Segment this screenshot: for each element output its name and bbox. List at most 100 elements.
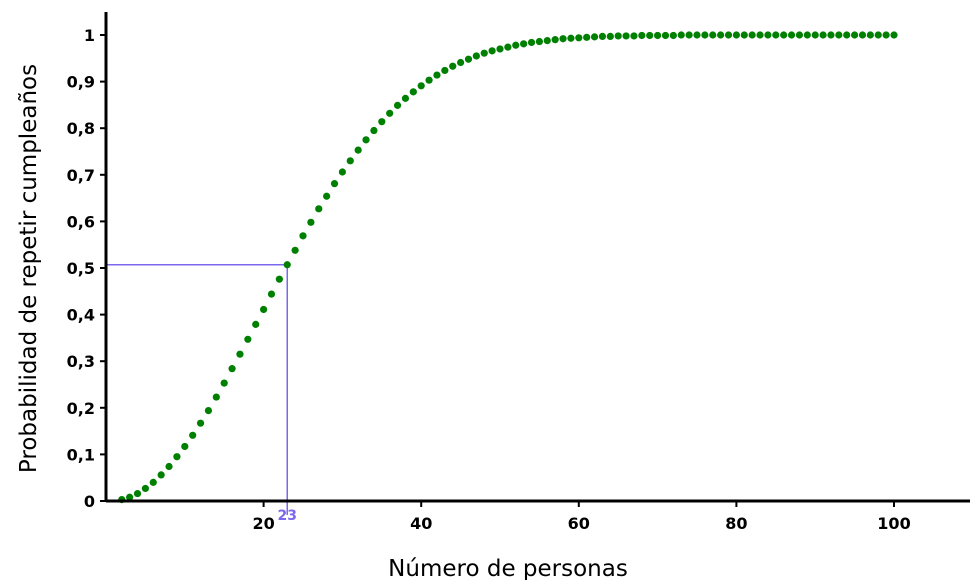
data-point — [811, 31, 819, 39]
data-point — [614, 32, 622, 40]
data-point — [260, 305, 268, 314]
data-point — [346, 157, 354, 165]
data-point — [370, 126, 378, 135]
data-point — [835, 31, 843, 39]
y-ticks: 0 0,1 0,2 0,3 0,4 0,5 0,6 0,7 0,8 0,9 1 — [67, 26, 106, 511]
data-point — [267, 290, 276, 298]
y-tick-label: 0,1 — [67, 445, 95, 464]
y-tick-label: 0,7 — [67, 166, 95, 185]
data-point — [464, 55, 473, 63]
data-point — [764, 31, 772, 39]
data-point — [819, 31, 827, 39]
data-point — [748, 31, 756, 39]
data-point — [165, 462, 173, 471]
data-point — [717, 31, 725, 39]
data-point — [126, 493, 134, 501]
x-ticks: 20 40 60 80 100 — [252, 501, 911, 533]
data-point — [543, 36, 551, 45]
data-point — [527, 38, 536, 47]
y-tick-label: 0,8 — [67, 119, 95, 138]
data-point — [535, 37, 544, 46]
data-point — [425, 76, 433, 84]
x-tick-label: 60 — [568, 514, 590, 533]
data-point — [772, 31, 780, 39]
data-point — [843, 31, 851, 39]
data-point — [220, 379, 228, 387]
data-point — [858, 31, 867, 39]
data-point — [709, 31, 717, 39]
data-point — [149, 478, 157, 486]
data-point — [654, 31, 662, 40]
data-point — [851, 31, 859, 39]
data-point — [780, 31, 788, 39]
data-point — [228, 365, 236, 373]
data-point — [401, 94, 410, 102]
y-tick-label: 0,4 — [67, 306, 95, 325]
data-point — [378, 118, 386, 126]
y-tick-label: 0 — [84, 492, 95, 511]
data-point — [362, 136, 370, 144]
x-tick-label: 100 — [877, 514, 910, 533]
data-point — [874, 31, 882, 39]
data-point — [449, 62, 457, 70]
data-point — [866, 31, 874, 39]
data-point — [622, 32, 630, 40]
data-point — [433, 71, 441, 79]
data-point — [488, 47, 496, 55]
data-point — [661, 31, 670, 40]
data-point — [338, 168, 346, 176]
data-point — [575, 34, 583, 42]
data-point — [724, 31, 733, 39]
data-point — [827, 31, 835, 39]
data-point — [567, 34, 575, 42]
data-point — [307, 218, 315, 226]
y-tick-label: 0,6 — [67, 212, 95, 231]
data-point — [732, 31, 741, 39]
data-point — [441, 66, 449, 75]
data-point — [559, 35, 567, 43]
axes — [104, 12, 970, 503]
data-point — [890, 31, 898, 39]
y-tick-label: 0,3 — [67, 352, 95, 371]
data-point — [386, 109, 394, 117]
data-point — [157, 471, 165, 479]
data-point — [275, 275, 283, 283]
data-point — [330, 180, 339, 188]
data-point — [677, 31, 685, 39]
data-point — [323, 192, 331, 200]
data-point — [520, 40, 528, 48]
data-point — [480, 49, 488, 57]
data-point — [882, 31, 890, 39]
data-point — [740, 31, 748, 39]
data-point — [212, 393, 220, 401]
annotation-label: 23 — [277, 508, 296, 524]
data-point — [795, 31, 804, 39]
data-point — [417, 82, 425, 90]
data-point — [173, 453, 181, 461]
data-point — [551, 36, 559, 44]
data-point — [283, 261, 291, 269]
data-point — [669, 31, 677, 40]
data-point — [787, 31, 796, 39]
data-point — [472, 52, 480, 60]
x-tick-label: 80 — [725, 514, 747, 533]
x-axis-title: Número de personas — [388, 556, 628, 580]
data-point — [236, 350, 244, 358]
data-point — [685, 31, 693, 39]
data-point — [606, 32, 614, 40]
x-tick-label: 40 — [410, 514, 432, 533]
data-point — [244, 335, 252, 343]
annotation-group — [106, 263, 288, 515]
data-point — [354, 146, 362, 154]
data-point — [299, 232, 307, 240]
data-point — [598, 32, 607, 40]
data-point — [512, 41, 520, 49]
data-point — [756, 31, 764, 39]
data-point — [803, 31, 811, 39]
data-point — [590, 33, 599, 41]
data-point — [630, 32, 638, 40]
data-point — [315, 205, 323, 213]
data-point — [701, 31, 709, 39]
y-axis-title: Probabilidad de repetir cumpleaños — [16, 64, 42, 473]
data-point — [141, 484, 149, 493]
